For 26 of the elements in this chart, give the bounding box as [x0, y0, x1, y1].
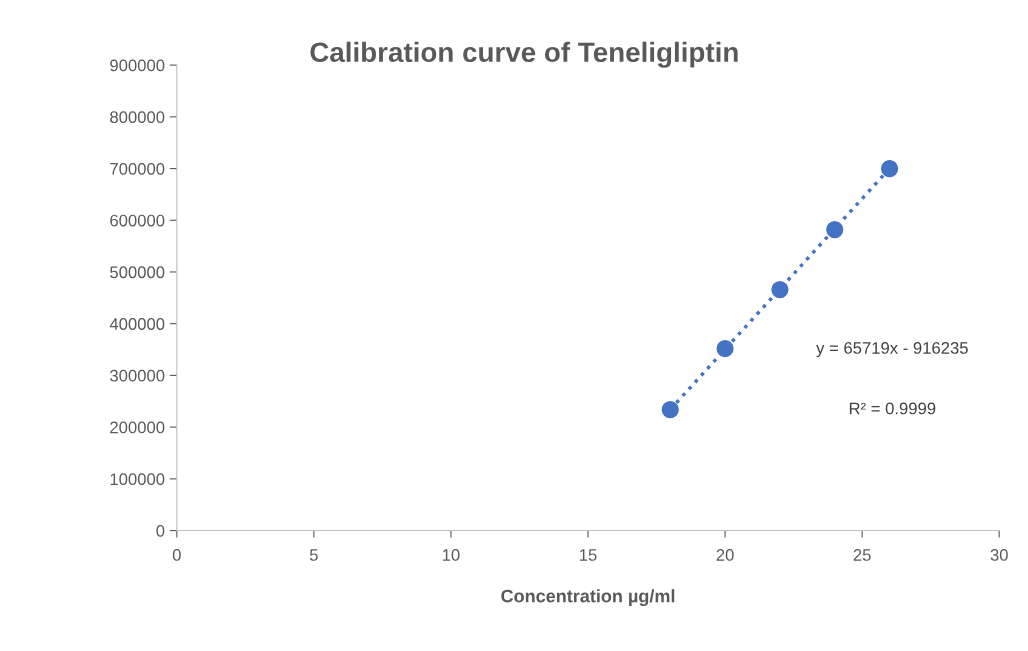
y-tick-label: 700000	[110, 162, 165, 175]
y-tick-label: 0	[156, 524, 165, 537]
x-tick-label: 15	[580, 549, 597, 561]
y-tick-label: 400000	[109, 318, 165, 330]
point	[661, 400, 679, 419]
x-tick-label: 30	[990, 549, 1008, 561]
chart-title: Calibration curve of Teneligliptin	[310, 41, 738, 68]
x-tick-label: 25	[853, 549, 871, 561]
x-tick-label: 5	[309, 549, 318, 561]
x-tick-label: 20	[716, 549, 734, 561]
x-tick-label: 0	[172, 549, 181, 561]
y-tick-label: 200000	[110, 421, 165, 434]
point	[826, 220, 844, 239]
y-tick-label: 900000	[110, 59, 165, 72]
annotation: y = 65719x - 916235	[816, 342, 968, 358]
y-tick-label: 500000	[110, 266, 165, 279]
y-tick-label: 800000	[110, 111, 165, 124]
x-axis-title: Concentration µg/ml	[501, 589, 675, 607]
point	[716, 339, 734, 358]
y-tick-label: 300000	[110, 369, 165, 382]
x-tick-label: 10	[442, 549, 460, 561]
point	[880, 159, 899, 178]
y-tick-label: 600000	[110, 214, 165, 227]
y-tick-label: 100000	[110, 473, 165, 486]
annotation: R² = 0.9999	[849, 402, 936, 415]
point	[771, 280, 789, 299]
